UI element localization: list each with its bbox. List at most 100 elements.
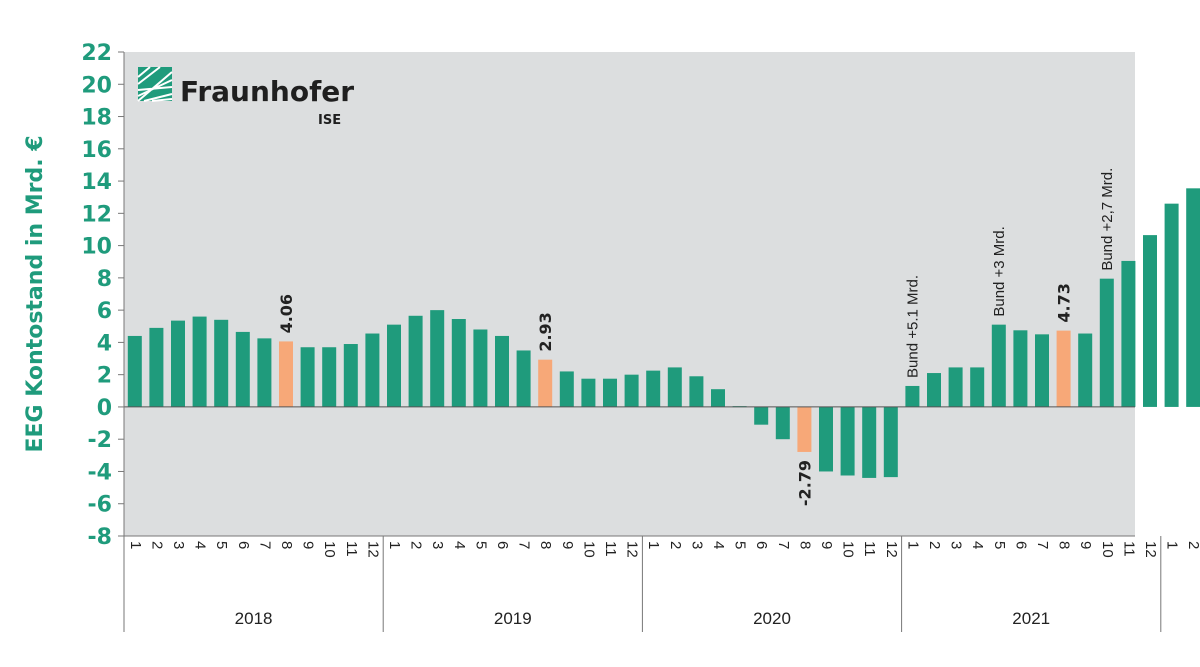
x-tick-label: 1 xyxy=(904,541,921,549)
y-tick-label: 16 xyxy=(81,138,112,163)
bar xyxy=(1164,203,1179,407)
x-tick-label: 11 xyxy=(861,541,878,557)
bar xyxy=(927,373,941,407)
x-tick-label: 3 xyxy=(170,541,187,549)
x-tick-label: 6 xyxy=(1012,541,1029,549)
x-tick-label: 2 xyxy=(148,541,165,549)
y-tick-label: 2 xyxy=(97,364,112,389)
bar xyxy=(970,367,985,407)
fraunhofer-logo: Fraunhofer ISE xyxy=(137,66,354,128)
x-tick-label: 9 xyxy=(300,541,317,549)
x-tick-label: 11 xyxy=(602,541,619,557)
x-tick-label: 10 xyxy=(840,541,857,558)
bar xyxy=(581,378,596,407)
annotation-label: Bund +3 Mrd. xyxy=(991,226,1008,316)
x-tick-label: 9 xyxy=(818,541,835,549)
logo-name: Fraunhofer xyxy=(180,75,354,108)
bar xyxy=(192,316,207,407)
x-tick-label: 11 xyxy=(1120,541,1137,557)
x-tick-label: 10 xyxy=(1099,541,1116,558)
bar xyxy=(948,367,963,407)
x-tick-label: 5 xyxy=(991,541,1008,549)
x-tick-label: 2 xyxy=(667,541,684,549)
bar xyxy=(1013,330,1028,407)
y-tick-label: -2 xyxy=(88,428,112,453)
bar xyxy=(473,329,488,407)
x-tick-label: 7 xyxy=(256,541,273,549)
data-labels: 4.062.93-2.794.7317.44 xyxy=(277,283,1074,506)
bar xyxy=(624,374,639,407)
x-tick-label: 6 xyxy=(235,541,252,549)
x-tick-label: 4 xyxy=(710,541,727,549)
data-label: -2.79 xyxy=(795,460,814,506)
bars xyxy=(127,188,1200,478)
x-tick-label: 12 xyxy=(364,541,381,558)
bar xyxy=(300,347,315,407)
bar xyxy=(603,378,617,407)
bar xyxy=(451,319,466,407)
bar xyxy=(689,376,704,407)
x-tick-label: 12 xyxy=(624,541,641,558)
y-tick-label: 4 xyxy=(97,331,112,356)
x-tick-label: 4 xyxy=(451,541,468,549)
bar xyxy=(279,341,293,407)
data-label: 2.93 xyxy=(536,312,555,351)
y-tick-label: 14 xyxy=(81,170,112,195)
x-tick-label: 7 xyxy=(1034,541,1051,549)
year-label: 2019 xyxy=(494,609,532,628)
x-axis-ticks: 1 2 3 4 5 6 7 8 9 10 11 12 1 2 3 4 5 6 7 8 9 10 11 12 1 2 3 4 5 6 7 8 9 1… xyxy=(127,541,1200,558)
x-tick-label: 5 xyxy=(732,541,749,549)
x-tick-label: 1 xyxy=(645,541,662,549)
x-tick-label: 2 xyxy=(1185,541,1200,549)
x-tick-label: 11 xyxy=(343,541,360,557)
y-axis-label: EEG Kontostand in Mrd. € xyxy=(23,135,48,452)
annotation-label: Bund +5.1 Mrd. xyxy=(904,275,921,378)
x-tick-label: 1 xyxy=(1164,541,1181,549)
bar xyxy=(840,406,855,476)
data-label: 4.73 xyxy=(1055,283,1074,322)
x-tick-label: 7 xyxy=(516,541,533,549)
bar xyxy=(862,406,877,478)
x-tick-label: 3 xyxy=(688,541,705,549)
bar xyxy=(819,406,833,472)
bar xyxy=(149,327,164,407)
x-tick-label: 12 xyxy=(1142,541,1159,558)
y-tick-label: 6 xyxy=(97,299,112,324)
bar xyxy=(387,324,401,407)
x-tick-label: 8 xyxy=(796,541,813,549)
logo-sub: ISE xyxy=(318,113,341,128)
x-tick-label: 1 xyxy=(386,541,403,549)
data-label: 4.06 xyxy=(277,294,296,333)
y-tick-label: 18 xyxy=(81,106,112,131)
y-tick-label: 0 xyxy=(97,396,112,421)
bar xyxy=(235,331,250,407)
bar xyxy=(991,324,1006,407)
x-tick-label: 1 xyxy=(127,541,144,549)
y-tick-label: -6 xyxy=(88,493,112,518)
bar xyxy=(1186,188,1200,407)
x-tick-label: 2 xyxy=(408,541,425,549)
bar xyxy=(538,359,553,407)
x-tick-label: 2 xyxy=(926,541,943,549)
y-tick-label: 10 xyxy=(81,235,112,260)
plot-area xyxy=(124,52,1135,536)
bar xyxy=(559,371,574,407)
bar xyxy=(214,319,229,407)
y-tick-label: 22 xyxy=(81,41,112,66)
bar xyxy=(495,335,509,407)
x-tick-label: 10 xyxy=(321,541,338,558)
bar xyxy=(1099,278,1114,407)
x-tick-label: 10 xyxy=(580,541,597,558)
bar xyxy=(646,370,661,407)
bar xyxy=(365,333,380,407)
x-tick-label: 7 xyxy=(775,541,792,549)
x-tick-label: 8 xyxy=(278,541,295,549)
x-tick-label: 3 xyxy=(429,541,446,549)
bar xyxy=(1056,330,1071,407)
bar xyxy=(883,406,898,478)
y-tick-label: 8 xyxy=(97,267,112,292)
bar xyxy=(516,350,531,407)
annotation-label: Bund +2,7 Mrd. xyxy=(1099,168,1116,271)
